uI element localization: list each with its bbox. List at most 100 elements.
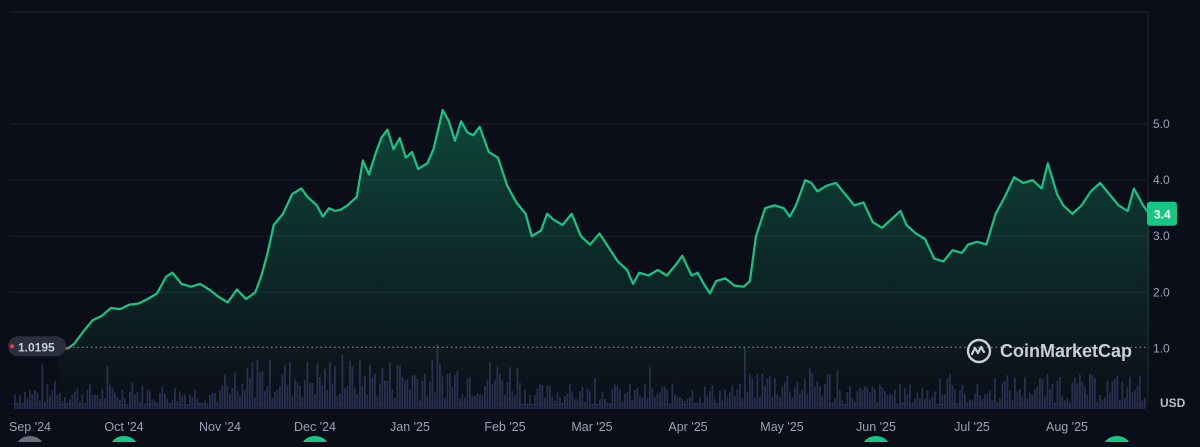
volume-bar: [61, 401, 64, 409]
volume-bar: [591, 403, 594, 409]
volume-bar: [966, 402, 969, 409]
baseline-marker: [9, 344, 15, 349]
volume-bar: [521, 404, 524, 409]
volume-bar: [31, 393, 34, 409]
event-marker-icon: [863, 436, 889, 447]
volume-bar: [956, 402, 959, 409]
brand-watermark: CoinMarketCap: [966, 338, 1132, 364]
volume-bar: [901, 401, 904, 409]
event-marker-icon: [1104, 436, 1130, 447]
event-marker-icon: [302, 436, 328, 447]
x-tick-label: Nov '24: [199, 420, 241, 434]
volume-bar: [609, 403, 611, 409]
volume-bar: [876, 402, 879, 409]
x-tick-label: Jan '25: [390, 420, 430, 434]
event-marker-icon: [17, 436, 43, 447]
volume-bar: [206, 403, 209, 409]
volume-bar: [169, 402, 171, 409]
baseline-layer: 1.0195: [8, 336, 1148, 357]
x-tick-label: Aug '25: [1046, 420, 1088, 434]
x-tick-label: May '25: [760, 420, 803, 434]
volume-bar: [54, 380, 56, 409]
y-tick-label: 4.0: [1153, 173, 1170, 187]
currency-unit-label[interactable]: USD: [1160, 396, 1186, 410]
volume-bar: [156, 402, 159, 409]
volume-bar: [1054, 402, 1056, 409]
volume-bar: [201, 402, 204, 409]
volume-bar: [216, 401, 219, 409]
volume-bar: [694, 402, 696, 409]
current-price-label: 3.4: [1154, 207, 1171, 221]
x-tick-label: Oct '24: [104, 420, 143, 434]
volume-bar: [621, 401, 624, 409]
brand-name: CoinMarketCap: [1000, 340, 1133, 361]
volume-bar: [199, 402, 201, 409]
volume-bar: [36, 392, 39, 409]
volume-bar: [154, 400, 156, 409]
price-line: [57, 108, 1151, 350]
y-tick-label: 1.0: [1153, 341, 1170, 355]
volume-bar: [996, 401, 999, 409]
volume-bar: [716, 402, 719, 409]
y-tick-label: 3.0: [1153, 229, 1170, 243]
x-tick-label: Jun '25: [856, 420, 896, 434]
volume-bar: [971, 400, 974, 409]
volume-bar: [66, 402, 69, 409]
x-tick-label: Dec '24: [294, 420, 336, 434]
volume-bar: [51, 390, 54, 409]
volume-bar: [531, 403, 534, 409]
volume-bar: [126, 404, 129, 409]
badge-layer: 3.4: [1147, 201, 1177, 226]
volume-bar: [46, 384, 49, 409]
volume-bar: [39, 400, 41, 409]
volume-bar: [606, 402, 609, 409]
volume-bar: [24, 391, 26, 409]
y-axis: 1.0 2.0 3.0 4.0 5.0: [1153, 117, 1170, 355]
baseline-label: 1.0195: [18, 340, 55, 354]
volume-bar: [21, 402, 24, 409]
volume-bar: [56, 394, 59, 409]
volume-bar: [561, 402, 564, 409]
volume-bar: [584, 401, 586, 409]
volume-bar: [79, 401, 81, 409]
price-area-fill: [58, 110, 1150, 405]
volume-bar: [41, 364, 44, 409]
x-tick-label: Sep '24: [9, 420, 51, 434]
x-tick-label: Apr '25: [668, 420, 707, 434]
volume-bar: [16, 401, 19, 409]
volume-bar: [34, 390, 36, 409]
volume-bar: [19, 394, 21, 409]
x-tick-label: Feb '25: [484, 420, 525, 434]
volume-bar: [1069, 402, 1071, 409]
volume-bar: [44, 401, 46, 409]
x-tick-label: Mar '25: [571, 420, 612, 434]
coinmarketcap-logo-icon: [966, 338, 992, 364]
current-price-badge: [1147, 201, 1177, 226]
volume-bar: [29, 390, 31, 409]
volume-bar: [186, 404, 189, 409]
volume-bar: [854, 401, 856, 409]
event-marker-icon: [111, 436, 137, 447]
volume-bar: [526, 403, 529, 409]
volume-bar: [204, 400, 206, 409]
x-tick-label: Jul '25: [954, 420, 990, 434]
volume-bar: [14, 393, 16, 409]
volume-bar: [911, 402, 914, 409]
volume-bar: [684, 401, 686, 409]
volume-bar: [554, 400, 556, 409]
volume-bar: [596, 403, 599, 409]
volume-bar: [841, 400, 844, 409]
price-area: [58, 110, 1150, 405]
volume-bar: [721, 400, 724, 409]
volume-bar: [696, 402, 699, 409]
volume-bar: [84, 403, 86, 409]
volume-bar: [1096, 401, 1099, 409]
volume-bar: [896, 403, 899, 409]
y-tick-label: 5.0: [1153, 117, 1170, 131]
x-axis: Sep '24 Oct '24 Nov '24 Dec '24 Jan '25 Feb '…: [9, 420, 1130, 447]
volume-bar: [139, 401, 141, 409]
volume-bar: [176, 400, 179, 409]
volume-bar: [26, 398, 29, 409]
